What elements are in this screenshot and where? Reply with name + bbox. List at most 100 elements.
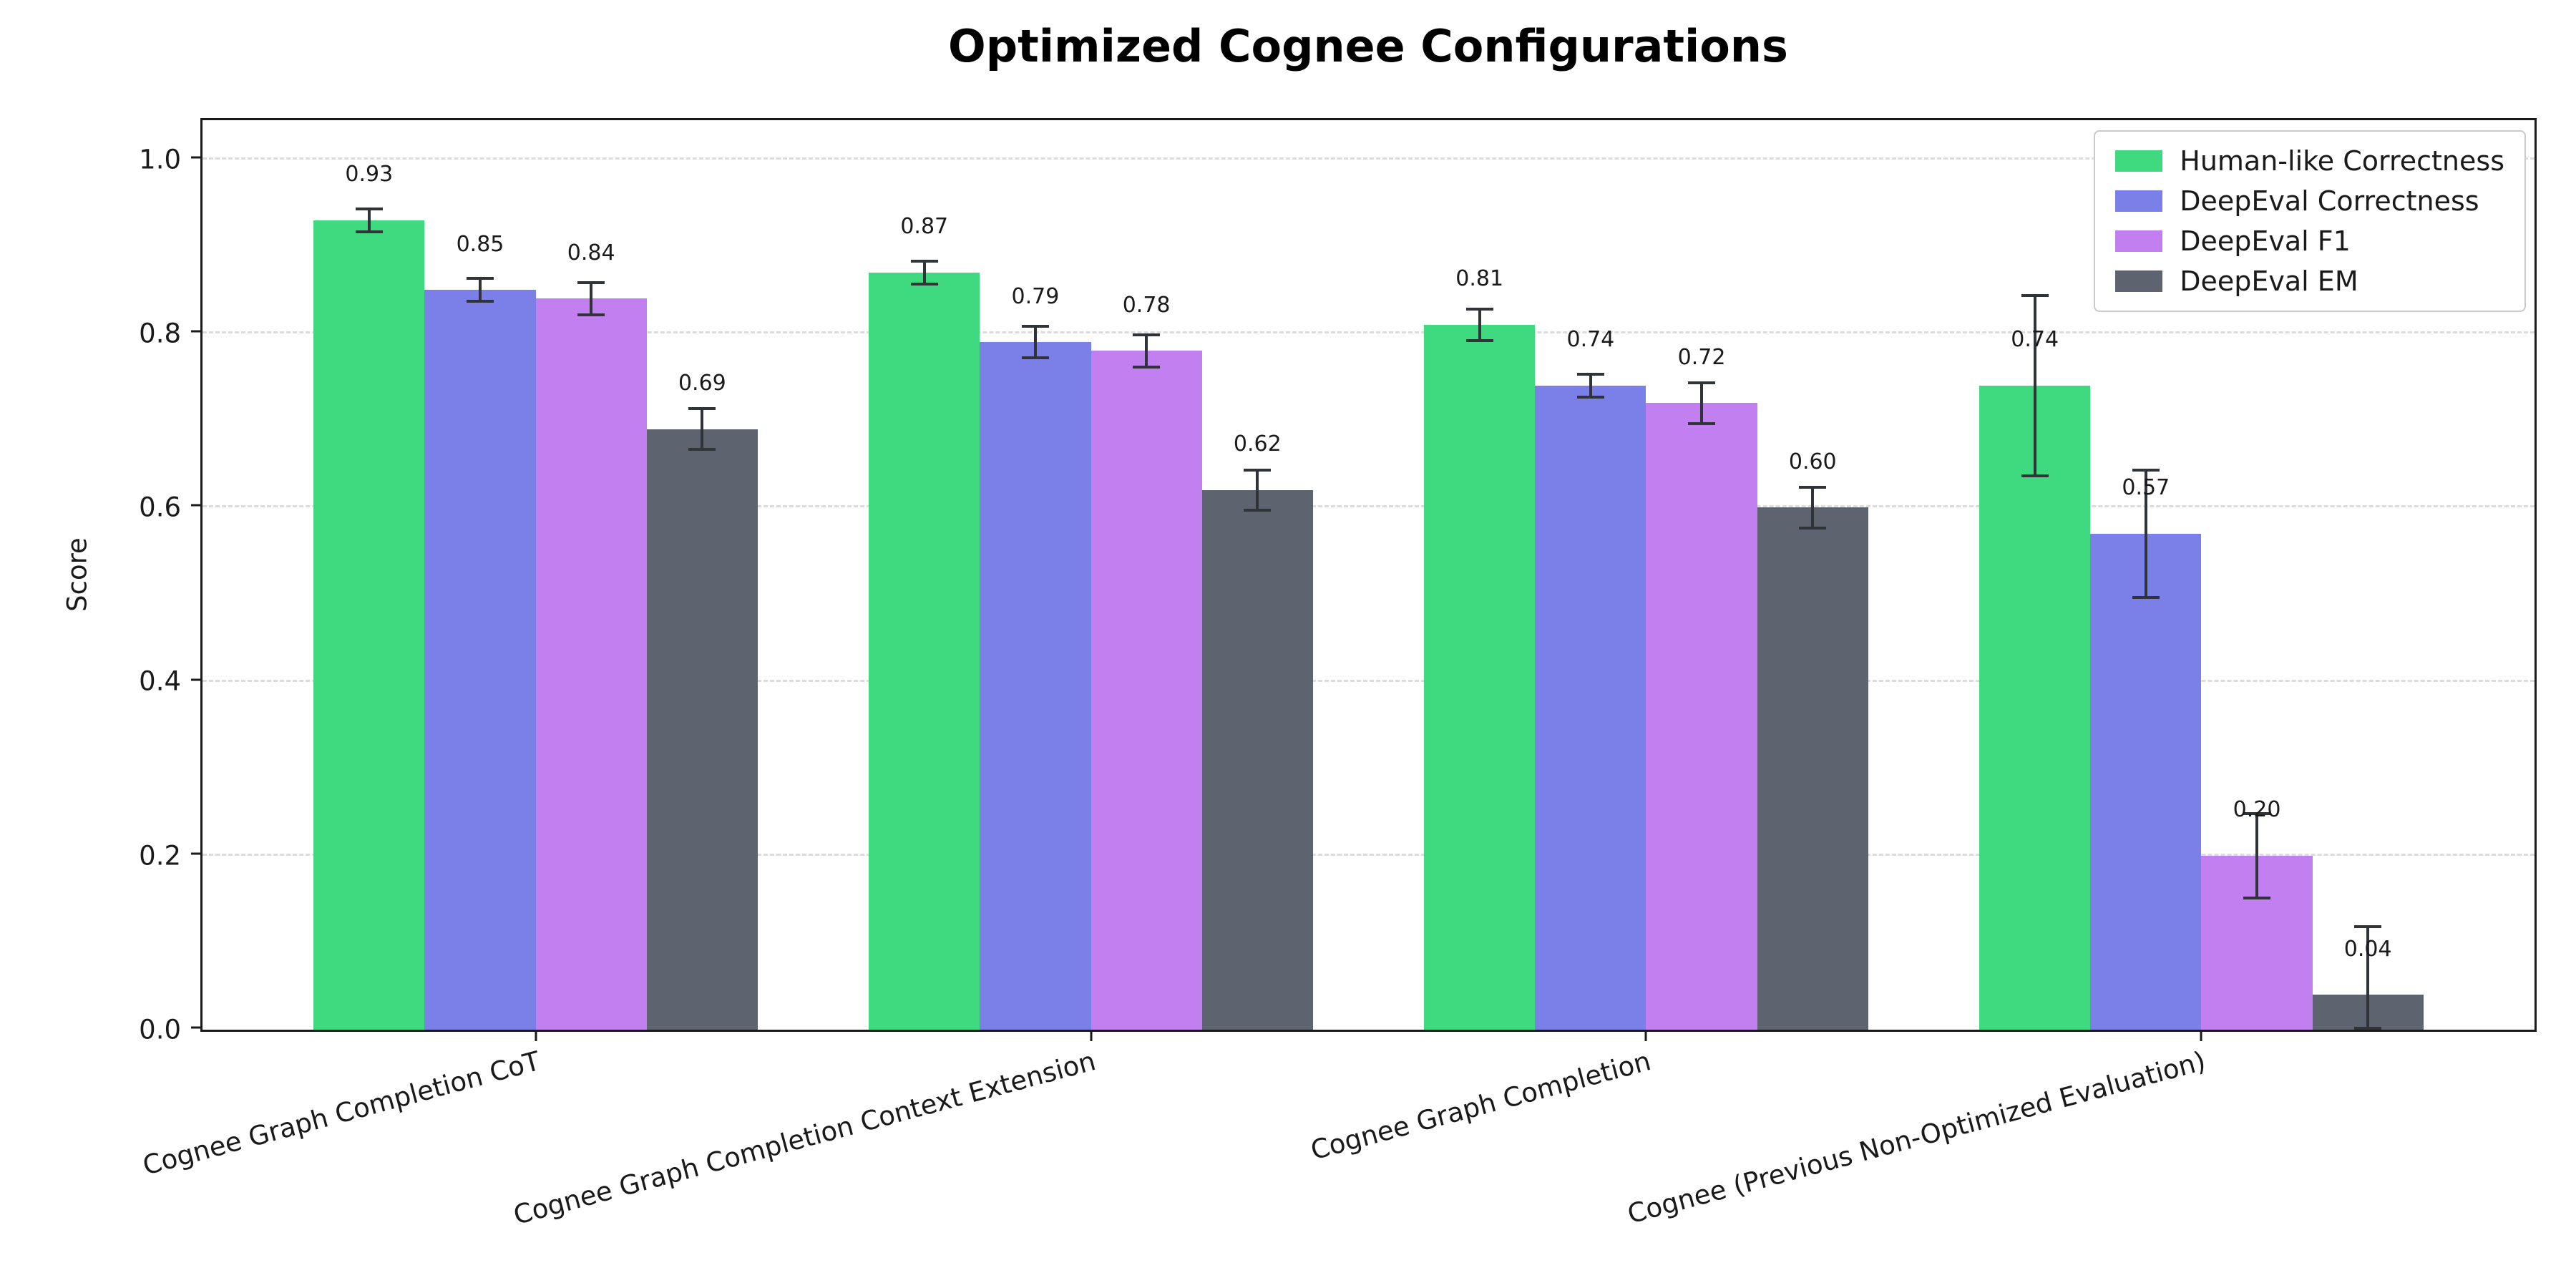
bar-value-label: 0.93 [345,162,394,187]
legend-label: DeepEval F1 [2180,225,2351,257]
bar [646,429,758,1030]
error-bar-cap-bottom [1021,356,1049,360]
error-bar-cap-bottom [1799,526,1827,530]
error-bar-line [2033,294,2036,477]
error-bar-cap-top [2243,811,2271,815]
gridline [203,331,2534,333]
error-bar [1576,372,1604,399]
legend-item: DeepEval Correctness [2115,187,2504,215]
error-bar-cap-bottom [1576,396,1604,399]
bar-value-label: 0.57 [2122,475,2170,501]
error-bar-line [590,281,593,316]
error-bar-cap-bottom [577,313,605,316]
y-tick-label: 0.6 [139,492,181,523]
error-bar-cap-top [2354,925,2382,929]
bar-value-label: 0.74 [1566,327,1615,353]
bar-value-label: 0.72 [1677,344,1726,370]
y-tick-mark [191,330,203,333]
gridline [203,505,2534,508]
error-bar [1021,324,1049,360]
x-tick-label: Cognee Graph Completion [1307,1045,1654,1166]
error-bar-cap-bottom [1688,421,1716,425]
y-tick-label: 0.2 [139,840,181,872]
bar [1757,507,1868,1030]
legend-label: DeepEval EM [2180,265,2358,297]
legend-swatch [2115,190,2163,212]
error-bar-cap-top [910,259,938,263]
error-bar-cap-top [466,276,494,280]
bar-value-label: 0.87 [900,214,949,240]
error-bar-cap-bottom [2354,1027,2382,1030]
error-bar-line [1033,324,1037,360]
bar [1424,324,1536,1030]
error-bar-line [1256,468,1259,512]
bar [2090,533,2202,1030]
error-bar-cap-top [577,281,605,285]
error-bar [2354,925,2382,1030]
error-bar-line [478,276,482,303]
error-bar-cap-bottom [688,448,716,452]
error-bar [910,259,938,286]
bar-value-label: 0.81 [1455,266,1504,292]
bar-value-label: 0.79 [1011,283,1060,309]
bar [313,220,425,1030]
error-bar [466,276,494,303]
error-bar-cap-bottom [2243,896,2271,899]
error-bar-line [1811,485,1815,530]
x-tick-mark [1090,1030,1093,1041]
y-tick-label: 0.8 [139,318,181,349]
y-tick-label: 0.4 [139,665,181,697]
bar-value-label: 0.85 [456,231,504,257]
bar-value-label: 0.74 [2011,327,2059,353]
y-tick-mark [191,156,203,159]
error-bar-cap-top [1688,381,1716,384]
bar [1979,385,2091,1030]
gridline [203,679,2534,682]
y-tick-mark [191,1026,203,1029]
bar [535,298,647,1030]
bar [1646,403,1757,1030]
error-bar-cap-bottom [1133,365,1161,369]
error-bar-cap-top [2132,468,2160,472]
error-bar-cap-top [1244,468,1272,472]
legend-swatch [2115,270,2163,292]
error-bar [2132,468,2160,599]
bar [869,272,980,1030]
legend-label: Human-like Correctness [2180,145,2504,177]
y-tick-mark [191,504,203,507]
error-bar [1465,307,1493,343]
error-bar-cap-bottom [2132,595,2160,599]
x-tick-label: Cognee (Previous Non-Optimized Evaluatio… [1624,1045,2210,1230]
error-bar [2243,811,2271,899]
error-bar-line [367,207,371,234]
error-bar-line [701,407,704,452]
y-tick-label: 0.0 [139,1014,181,1045]
bar-value-label: 0.84 [567,240,615,265]
gridline [203,157,2534,160]
bar-value-label: 0.62 [1233,431,1282,457]
y-tick-label: 1.0 [139,144,181,175]
error-bar-line [1589,372,1592,399]
error-bar-cap-bottom [2021,474,2049,477]
y-axis-label: Score [62,537,93,612]
y-tick-mark [191,852,203,855]
x-tick-mark [1644,1030,1647,1041]
bar [980,342,1091,1030]
x-tick-label: Cognee Graph Completion CoT [139,1045,544,1181]
bar-value-label: 0.60 [1788,449,1837,474]
legend-item: Human-like Correctness [2115,147,2504,175]
error-bar-line [2144,468,2147,599]
legend: Human-like Correctness DeepEval Correctne… [2094,130,2526,312]
error-bar [1133,333,1161,369]
error-bar-cap-bottom [466,300,494,303]
error-bar-line [1478,307,1481,343]
error-bar-line [1700,381,1704,425]
bar-value-label: 0.04 [2343,936,2392,962]
error-bar-line [2366,925,2370,1030]
y-tick-mark [191,678,203,680]
error-bar-cap-top [1133,333,1161,336]
error-bar [688,407,716,452]
bar [424,290,536,1030]
x-tick-mark [535,1030,537,1041]
